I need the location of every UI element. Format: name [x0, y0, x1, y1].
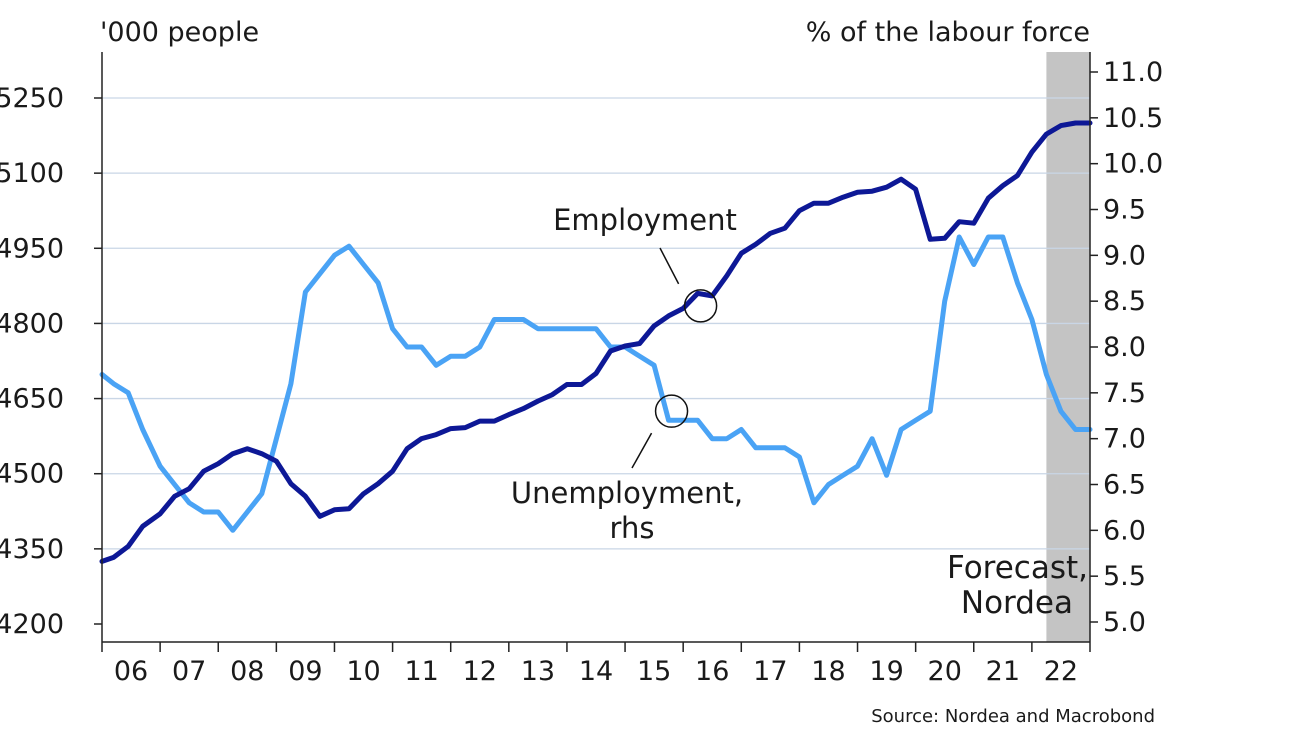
left-tick-label: 4350 — [0, 534, 64, 565]
right-tick-label: 8.0 — [1103, 332, 1146, 363]
x-tick-label: 20 — [928, 656, 962, 687]
employment-leader-line — [659, 247, 680, 285]
annotations — [631, 247, 718, 469]
x-tick-label: 16 — [695, 656, 729, 687]
x-tick-label: 12 — [463, 656, 497, 687]
forecast-label-line1: Forecast, — [947, 550, 1088, 586]
left-tick-label: 5250 — [0, 83, 64, 114]
x-tick-label: 07 — [172, 656, 206, 687]
right-tick-label: 5.0 — [1103, 607, 1146, 638]
right-tick-label: 11.0 — [1103, 57, 1163, 88]
left-tick-label: 4950 — [0, 233, 64, 264]
right-tick-label: 8.5 — [1103, 286, 1146, 317]
employment-label: Employment — [553, 203, 737, 237]
right-tick-label: 10.0 — [1103, 149, 1163, 180]
x-tick-label: 08 — [230, 656, 264, 687]
right-tick-label: 7.5 — [1103, 378, 1146, 409]
x-tick-label: 11 — [404, 656, 438, 687]
x-tick-label: 14 — [579, 656, 613, 687]
axes: 4200 4350 4500 4650 4800 4950 5100 5250 5.0 5.5 6.… — [0, 52, 1163, 687]
x-tick-label: 09 — [288, 656, 322, 687]
x-tick-label: 15 — [637, 656, 671, 687]
left-tick-label: 4200 — [0, 609, 64, 640]
x-tick-label: 06 — [114, 656, 148, 687]
unemployment-label-line1: Unemployment, — [511, 476, 743, 510]
right-tick-label: 7.0 — [1103, 424, 1146, 455]
right-tick-label: 10.5 — [1103, 103, 1163, 134]
unemployment-label-line2: rhs — [610, 511, 655, 545]
right-tick-label: 6.0 — [1103, 515, 1146, 546]
gridlines — [102, 97, 1090, 550]
x-tick-label: 22 — [1044, 656, 1078, 687]
unemployment-leader-line — [631, 432, 653, 469]
employment-line — [99, 120, 1093, 564]
x-tick-label: 19 — [869, 656, 903, 687]
right-tick-label: 9.5 — [1103, 195, 1146, 226]
left-tick-label: 4650 — [0, 384, 64, 415]
series-layer — [99, 120, 1093, 564]
right-tick-label: 6.5 — [1103, 470, 1146, 501]
left-axis-title: '000 people — [100, 17, 259, 48]
x-tick-label: 18 — [811, 656, 845, 687]
unemployment-line — [99, 234, 1093, 533]
left-tick-label: 4500 — [0, 459, 64, 490]
left-tick-label: 5100 — [0, 158, 64, 189]
right-tick-label: 9.0 — [1103, 240, 1146, 271]
unemployment-marker-circle — [654, 394, 689, 428]
forecast-label-line2: Nordea — [961, 585, 1073, 621]
left-tick-label: 4800 — [0, 308, 64, 339]
employment-marker-circle — [683, 289, 718, 323]
right-axis-title: % of the labour force — [806, 17, 1090, 48]
source-note: Source: Nordea and Macrobond — [871, 706, 1155, 727]
x-tick-label: 17 — [753, 656, 787, 687]
right-tick-label: 5.5 — [1103, 561, 1146, 592]
x-tick-label: 13 — [521, 656, 555, 687]
forecast-band — [1046, 52, 1090, 642]
x-tick-label: 10 — [346, 656, 380, 687]
x-tick-label: 21 — [986, 656, 1020, 687]
